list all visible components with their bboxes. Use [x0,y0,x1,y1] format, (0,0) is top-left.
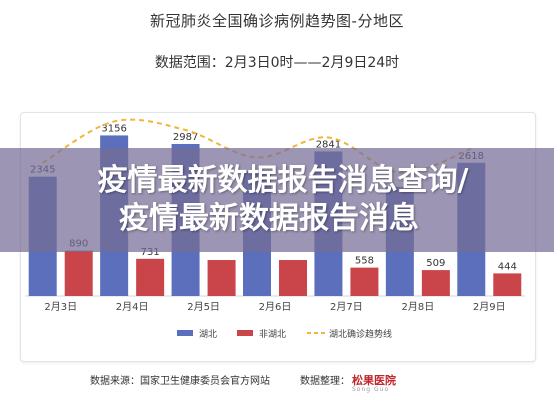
data-label-hubei-2: 3156 [101,123,126,134]
x-tick-label-4: 2月6日 [259,301,292,313]
x-tick-label-3: 2月5日 [187,301,220,313]
x-tick-label-7: 2月9日 [473,301,506,313]
data-label-non-hubei-7: 444 [498,261,517,272]
x-tick-label-2: 2月4日 [116,301,149,313]
bar-non-hubei-3 [207,260,236,296]
bar-non-hubei-1 [64,250,93,296]
legend-hubei-label: 湖北 [199,329,217,340]
bar-non-hubei-5 [350,267,379,296]
legend-trend-label: 湖北确诊趋势线 [329,328,392,340]
data-label-non-hubei-6: 509 [426,258,445,269]
overlay-banner: 疫情最新数据报告消息查询/ 疫情最新数据报告消息 [0,148,554,252]
x-tick-label-1: 2月3日 [44,301,77,313]
x-tick-label-5: 2月7日 [330,301,363,313]
legend-hubei-swatch [177,330,193,336]
logo-subtext: Song Guo [352,386,390,393]
songguo-logo: 松果医院 Song Guo [350,366,420,394]
data-label-non-hubei-2: 731 [141,247,160,258]
bar-non-hubei-7 [493,273,522,296]
logo-text: 松果医院 [352,374,396,387]
banner-line-1: 疫情最新数据报告消息查询/ [97,163,469,198]
legend-non-hubei-label: 非湖北 [259,328,286,340]
data-compiler-label: 数据整理： [300,376,350,387]
bar-non-hubei-6 [421,270,450,296]
legend-non-hubei-swatch [237,330,253,336]
bar-non-hubei-4 [279,260,307,296]
data-range-subtitle: 数据范围：2月3日0时——2月9日24时 [154,55,400,71]
data-label-hubei-3: 2987 [173,132,198,143]
bar-non-hubei-2 [136,258,165,296]
chart-title: 新冠肺炎全国确诊病例趋势图-分地区 [150,12,404,30]
banner-line-2: 疫情最新数据报告消息 [119,201,419,236]
data-source: 数据来源：国家卫生健康委员会官方网站 [90,376,270,387]
x-tick-label-6: 2月8日 [401,301,434,313]
data-label-hubei-5: 2841 [316,139,341,150]
data-label-non-hubei-5: 558 [355,256,374,267]
